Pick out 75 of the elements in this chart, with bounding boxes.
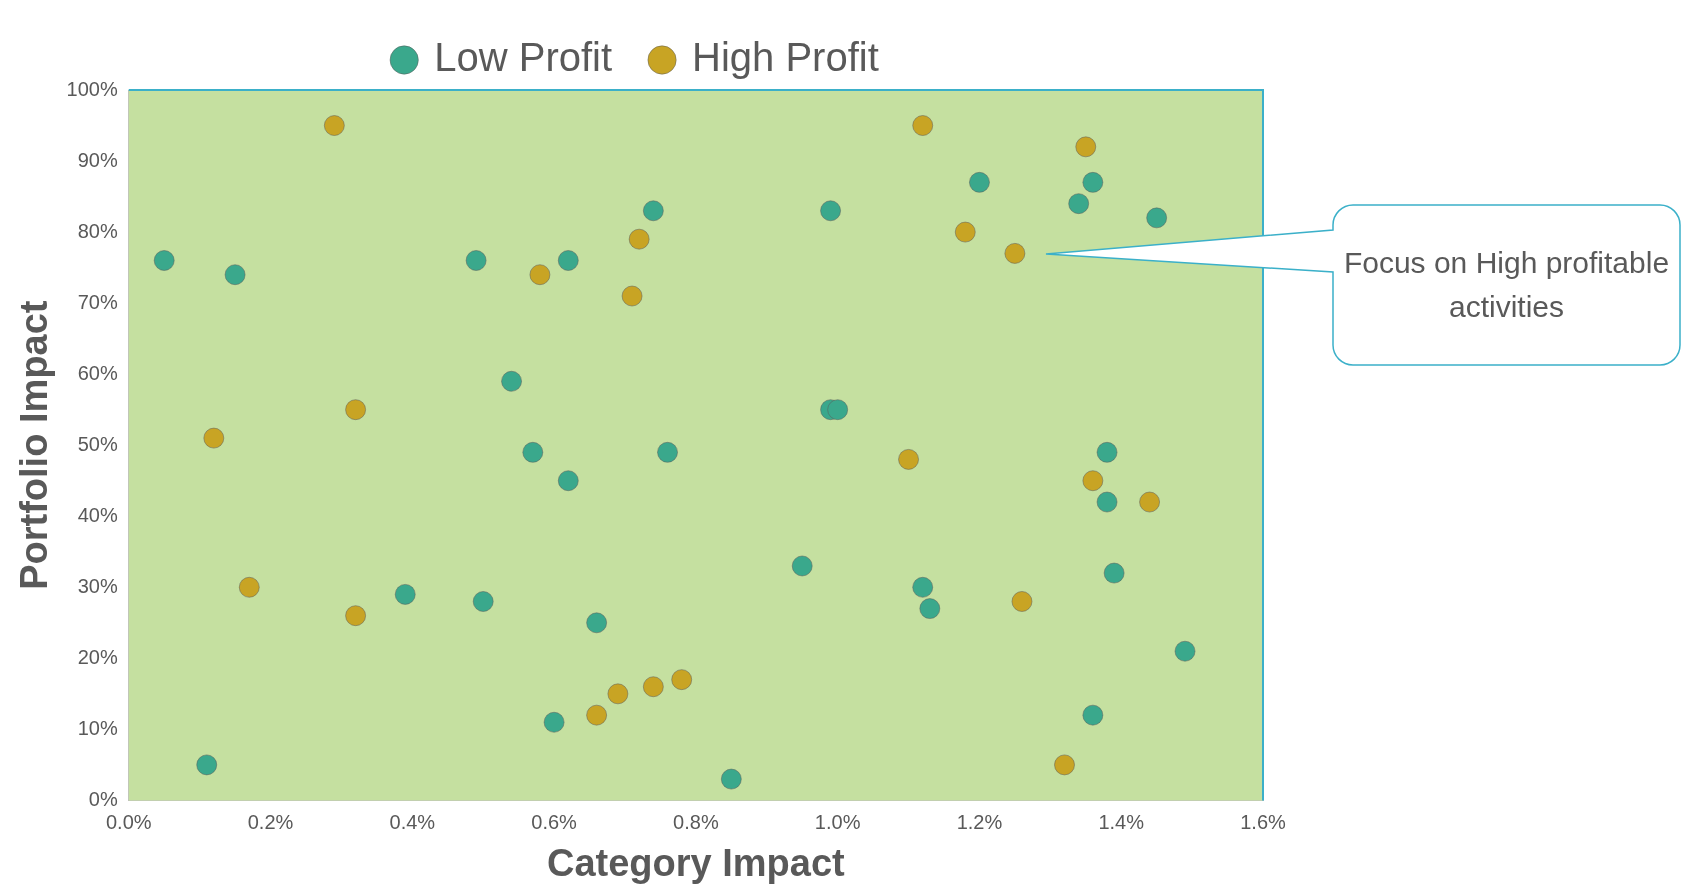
y-tick-label: 50%	[77, 432, 118, 455]
point	[522, 442, 544, 463]
point	[203, 427, 225, 449]
point	[324, 115, 345, 136]
point	[607, 683, 629, 705]
x-tick-label: 0.4%	[389, 810, 436, 833]
point	[621, 285, 643, 307]
point	[1082, 172, 1104, 193]
y-tick-label: 20%	[77, 645, 118, 668]
point	[472, 591, 494, 612]
point	[912, 577, 933, 598]
point	[919, 598, 941, 619]
point	[820, 200, 841, 222]
point	[721, 768, 742, 790]
x-tick-label: 0.6%	[531, 810, 578, 833]
point	[196, 754, 217, 776]
point	[1096, 491, 1118, 513]
point	[224, 264, 246, 285]
y-tick-label: 0%	[88, 787, 118, 810]
point	[153, 250, 175, 271]
point	[1068, 193, 1089, 214]
y-tick-label: 70%	[77, 290, 118, 313]
x-tick-label: 1.4%	[1098, 810, 1145, 833]
point	[643, 200, 664, 222]
legend-label: High Profit	[692, 35, 879, 80]
point	[955, 221, 976, 243]
x-tick-label: 0.8%	[673, 810, 719, 833]
point	[969, 172, 990, 193]
y-tick-label: 60%	[77, 361, 118, 384]
y-tick-label: 40%	[77, 503, 118, 526]
point	[657, 442, 678, 463]
y-tick-label: 30%	[77, 574, 118, 597]
x-tick-label: 0.0%	[105, 810, 152, 833]
y-tick-label: 10%	[77, 716, 118, 739]
x-tick-label: 1.0%	[814, 810, 861, 833]
point	[558, 470, 579, 491]
point	[586, 704, 607, 726]
text: Focus on High profitable activities	[1342, 245, 1671, 325]
y-axis-title: Portfolio Impact	[13, 300, 56, 590]
y-tick-label: 90%	[77, 148, 118, 171]
point	[345, 399, 366, 420]
point	[1082, 704, 1104, 726]
point	[586, 612, 607, 634]
legend-label: Low Profit	[434, 35, 613, 80]
point	[501, 371, 522, 392]
point	[465, 250, 487, 271]
point	[912, 115, 933, 136]
point	[898, 449, 919, 470]
point	[1139, 491, 1160, 513]
point	[1075, 136, 1097, 158]
point	[671, 669, 692, 690]
point	[1103, 562, 1125, 584]
point	[345, 605, 366, 626]
point	[543, 712, 565, 733]
point	[529, 264, 551, 285]
point	[558, 250, 579, 271]
y-tick-label: 80%	[77, 219, 118, 242]
point	[628, 228, 650, 250]
point	[1004, 243, 1026, 264]
point	[394, 584, 416, 605]
point	[1174, 640, 1196, 662]
point	[1011, 591, 1033, 612]
point	[1096, 442, 1118, 463]
point	[1082, 470, 1104, 491]
x-axis-title: Category Impact	[547, 841, 846, 884]
point	[1146, 207, 1167, 229]
x-tick-label: 1.2%	[956, 810, 1003, 833]
point	[1054, 754, 1075, 776]
point	[791, 555, 813, 577]
x-tick-label: 0.2%	[247, 810, 294, 833]
y-tick-label: 100%	[66, 77, 118, 100]
point	[239, 577, 260, 598]
x-tick-label: 1.6%	[1240, 810, 1287, 833]
point	[827, 399, 848, 420]
point	[643, 676, 664, 697]
